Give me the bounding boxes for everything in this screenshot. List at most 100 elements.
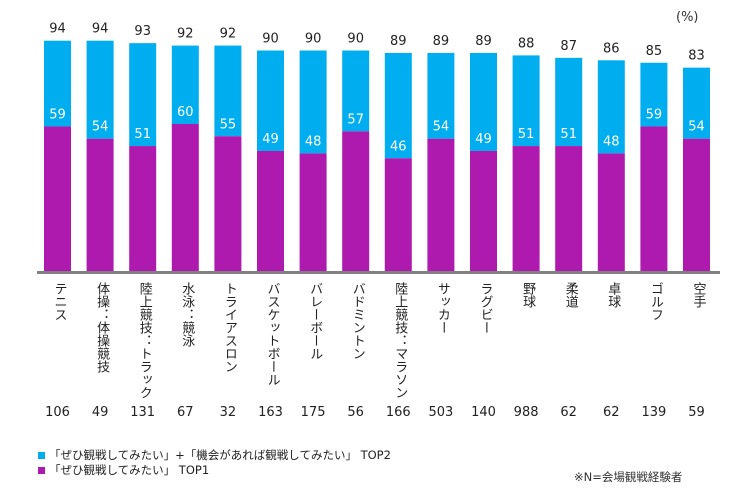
sample-size-value: 32 (219, 405, 237, 420)
bar-top1 (683, 138, 710, 271)
bar-top1 (129, 146, 157, 271)
category-label: 卓球 (605, 282, 621, 308)
category-label: 水泳：競泳 (179, 282, 195, 347)
bar-top2 (299, 50, 327, 154)
data-label-top1: 54 (688, 120, 705, 135)
bar-top2 (512, 55, 540, 147)
data-label-top2: 89 (475, 34, 492, 49)
data-label-top2: 90 (262, 32, 279, 47)
bar-top2 (171, 45, 199, 124)
sample-size-value: 503 (428, 405, 454, 420)
legend-item-top2: 「ぜひ観戦してみたい」+「機会があれば観戦してみたい」 TOP2 (38, 447, 391, 463)
bar-top2 (683, 67, 710, 139)
bar-top1 (555, 146, 583, 271)
category-label: ラグビー (477, 282, 493, 334)
bar-top1 (640, 126, 668, 271)
sample-size-value: 106 (45, 405, 70, 420)
data-label-top2: 90 (347, 32, 364, 47)
data-label-top1: 49 (262, 132, 279, 147)
data-label-top1: 51 (518, 127, 535, 142)
bar-top1 (86, 138, 114, 271)
data-label-top2: 90 (305, 32, 322, 47)
data-label-top2: 83 (688, 49, 705, 64)
legend-label-top2: 「ぜひ観戦してみたい」+「機会があれば観戦してみたい」 TOP2 (49, 448, 391, 462)
data-label-top1: 48 (305, 134, 322, 149)
data-label-top1: 54 (433, 120, 450, 135)
category-label: 陸上競技：トラック (136, 282, 152, 399)
data-label-top2: 89 (433, 34, 450, 49)
bar-top2 (427, 52, 455, 139)
data-label-top1: 48 (603, 134, 620, 149)
footnote: ※N=会場観戦経験者 (574, 470, 683, 484)
sample-size-value: 67 (177, 405, 194, 420)
bar-top2 (640, 62, 668, 127)
category-label: サッカー (434, 282, 450, 334)
sample-size-value: 988 (513, 405, 539, 420)
data-label-top2: 89 (390, 34, 407, 49)
legend-item-top1: 「ぜひ観戦してみたい」 TOP1 (38, 462, 209, 478)
bar-top1 (342, 131, 370, 271)
sample-size-value: 59 (688, 405, 705, 420)
bar-top2 (470, 52, 497, 151)
bar-top1 (171, 124, 199, 271)
sample-size-value: 139 (641, 405, 667, 420)
legend-label-top1: 「ぜひ観戦してみたい」 TOP1 (49, 463, 210, 477)
data-label-top1: 55 (220, 117, 237, 132)
category-label: バレーボール (307, 282, 323, 360)
bar-top1 (427, 138, 455, 271)
data-label-top2: 88 (518, 36, 535, 51)
unit-label: (%) (676, 10, 699, 25)
bar-top2 (86, 40, 114, 139)
category-label: テニス (51, 282, 67, 321)
category-label: 野球 (520, 282, 536, 308)
data-label-top1: 49 (475, 132, 492, 147)
data-label-top2: 92 (177, 27, 194, 42)
data-label-top1: 59 (646, 107, 663, 122)
stacked-bar-chart: 94 59 94 54 93 51 92 60 92 55 90 49 90 48 90 57 89 46 89 54… (37, 22, 720, 274)
category-label: 体操：体操競技 (94, 282, 110, 373)
bar-top2 (342, 50, 370, 132)
category-label: トライアスロン (221, 282, 237, 373)
bar-top1 (384, 158, 412, 271)
data-label-top2: 87 (560, 39, 577, 54)
data-label-top2: 93 (134, 24, 151, 39)
bar-top1 (44, 126, 71, 271)
sample-size-value: 131 (130, 405, 156, 420)
data-label-top1: 57 (347, 112, 364, 127)
data-label-top2: 94 (92, 22, 109, 37)
bar-top2 (44, 40, 71, 127)
bar-top1 (299, 153, 327, 271)
bar-top1 (257, 150, 284, 271)
data-label-top1: 51 (134, 127, 151, 142)
category-label: 空手 (690, 282, 706, 308)
category-label: 陸上競技：マラソン (392, 282, 408, 399)
legend-swatch-top2 (38, 451, 45, 459)
bar-top2 (257, 50, 284, 151)
sample-size-value: 49 (91, 405, 109, 420)
bar-top1 (597, 153, 625, 271)
sample-size-value: 62 (603, 405, 620, 420)
category-label: 柔道 (562, 282, 578, 308)
bar-top2 (384, 52, 412, 159)
bar-top2 (555, 57, 583, 147)
data-label-top1: 54 (92, 120, 109, 135)
bar-top1 (470, 150, 497, 271)
data-label-top2: 86 (603, 41, 620, 56)
data-label-top2: 92 (220, 27, 237, 42)
sample-size-value: 163 (258, 405, 283, 420)
data-label-top1: 60 (177, 105, 194, 120)
bar-top1 (512, 146, 540, 271)
data-label-top1: 59 (49, 107, 66, 122)
bar-top2 (214, 45, 242, 137)
x-axis-line (37, 271, 720, 274)
sample-size-value: 140 (471, 405, 496, 420)
sample-size-value: 166 (385, 405, 411, 420)
sample-size-value: 62 (560, 405, 577, 420)
bar-top2 (129, 43, 157, 147)
sample-size-value: 175 (300, 405, 326, 420)
bar-top1 (214, 136, 242, 271)
category-label: ゴルフ (647, 282, 663, 321)
data-label-top2: 85 (646, 44, 663, 59)
data-label-top2: 94 (49, 22, 66, 37)
category-label: バスケットボール (264, 282, 280, 386)
